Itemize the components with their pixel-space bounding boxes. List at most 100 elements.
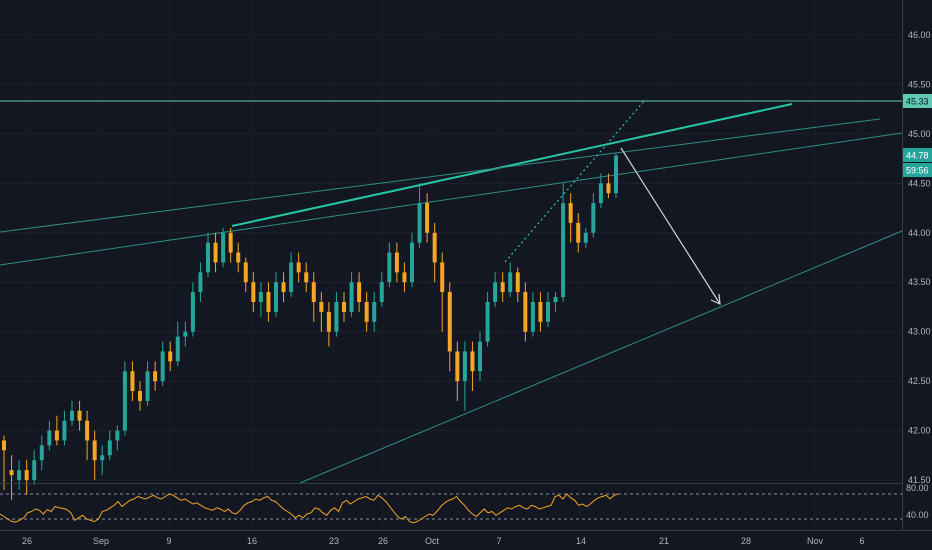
candle [266,282,271,322]
candle [62,410,67,446]
price-tick-label: 41.50 [908,475,931,485]
price-tick-label: 43.00 [908,327,931,337]
candle [462,341,467,411]
candle [206,232,210,278]
candle [311,272,316,322]
candle [410,232,414,288]
candle [54,415,59,446]
candle [402,262,407,293]
candlestick-series [2,153,618,500]
candle [576,213,581,253]
rsi-tick-40: 40.00 [906,510,929,520]
time-tick-label: 16 [247,536,257,546]
countdown-text: 59:56 [906,166,929,176]
candle [379,272,384,307]
candle [17,460,22,490]
candle [493,272,498,307]
candle [417,183,422,248]
candle [598,173,603,209]
candle [523,282,528,342]
candle [153,361,158,391]
price-tick-label: 42.50 [908,376,931,386]
price-tick-label: 45.00 [908,129,931,139]
countdown-badge: 59:56 [903,163,932,177]
candle [77,400,82,431]
time-tick-label: 26 [22,536,32,546]
candle [274,272,278,317]
candle [243,257,248,293]
last-price-text: 44.78 [906,151,929,161]
candle [115,425,120,451]
dotted-trendline[interactable] [504,99,646,263]
candle [190,282,195,337]
candle [447,282,452,372]
candle [39,435,44,471]
time-axis[interactable]: 26 Sep 9 16 23 26 Oct 7 14 21 28 Nov 6 [22,536,865,546]
candle [92,430,97,480]
candle [530,292,535,337]
price-tick-label: 43.50 [908,277,931,287]
candle [258,282,263,317]
candle [70,400,74,426]
drawings [0,99,903,484]
candle [281,272,286,302]
grid-lines [0,34,902,481]
rsi-panel [0,493,902,524]
rsi-tick-80: 80.00 [906,483,929,493]
time-tick-label: 21 [659,536,669,546]
candle [568,193,573,243]
price-tick-label: 46.00 [908,30,931,40]
price-axis[interactable]: 46.00 45.50 45.00 44.50 44.00 43.50 43.00 42.50… [908,30,931,485]
lower-trendline[interactable] [299,230,903,484]
candle [508,262,513,298]
rsi-line [0,493,619,524]
projection-arrow[interactable] [620,147,721,305]
candle [478,331,482,382]
rsi-upper-label: 80.00 [906,483,929,493]
price-tick-label: 45.50 [908,79,931,89]
thin-trendline-1[interactable] [0,118,881,233]
candle [394,242,399,283]
candle [425,193,430,243]
price-tick-label: 44.50 [908,178,931,188]
candle [47,420,52,451]
resistance-price-text: 45.33 [906,97,929,107]
candle [296,252,301,283]
candle [455,341,460,401]
resistance-price-badge: 45.33 [903,94,932,108]
thin-trendline-2[interactable] [0,132,903,266]
candle [606,173,611,199]
candle [107,430,112,461]
candle [432,222,437,283]
candle [183,321,188,347]
candle [160,341,165,387]
candle [228,227,233,263]
time-tick-label: 14 [576,536,586,546]
time-tick-label: Sep [93,536,109,546]
time-tick-label: 6 [859,536,864,546]
candle [357,272,362,312]
time-tick-label: 26 [378,536,388,546]
time-tick-label: 9 [166,536,171,546]
candle [145,361,150,406]
last-price-badge: 44.78 [903,148,932,162]
candle [85,410,90,461]
candle [440,252,445,332]
candle [236,242,241,273]
candle [304,262,309,293]
candle [100,445,105,476]
time-tick-label: Oct [425,536,440,546]
candle [326,302,331,347]
candle [349,272,354,317]
candle [9,455,14,500]
candle [538,292,543,332]
time-tick-label: 28 [741,536,751,546]
candle [372,292,377,332]
candle [32,450,37,485]
upper-trendline[interactable] [231,103,793,227]
candle [289,252,294,298]
candle [168,341,173,372]
candle [319,292,324,332]
